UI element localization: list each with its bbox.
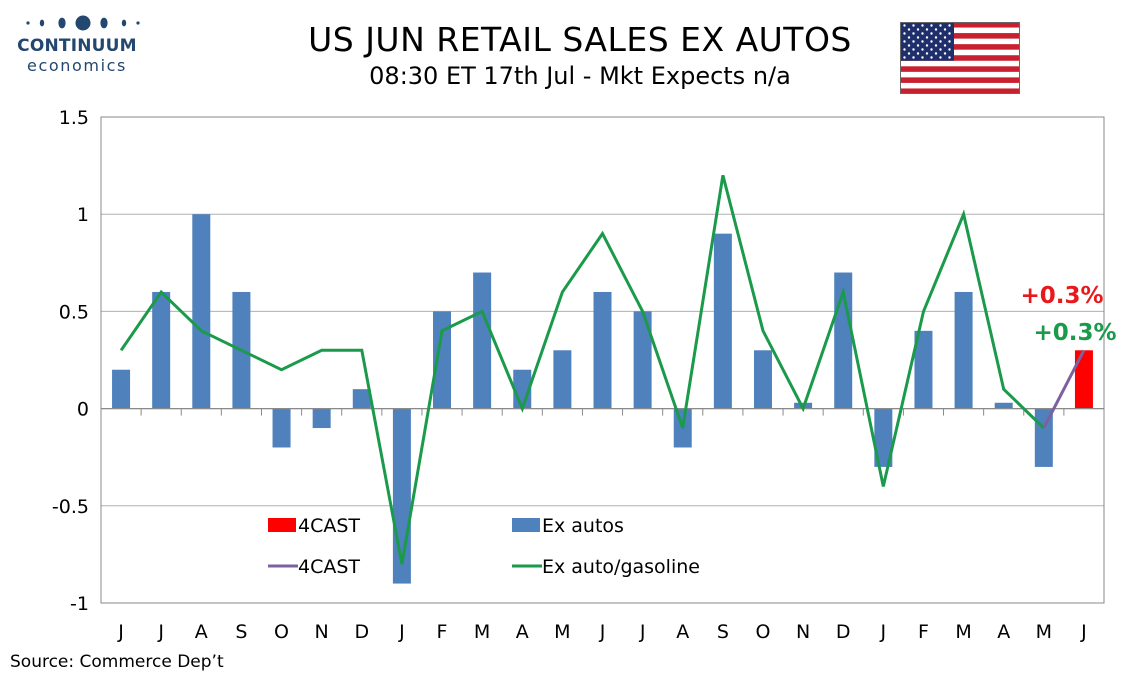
x-tick-label: J [117,621,124,643]
bar [433,311,452,409]
bar [473,272,492,409]
bar [914,330,933,409]
x-tick-label: N [796,621,810,643]
forecast-line [1042,349,1086,429]
logo-dots-icon [26,15,140,31]
x-tick-label: O [755,621,770,643]
x-tick-label: A [676,621,689,643]
y-tick-label: 0 [77,399,89,421]
x-tick-label: F [918,621,929,643]
bar [753,350,772,409]
y-tick-label: 1.5 [59,107,89,129]
forecast-callout: +0.3% [1033,320,1116,346]
bar [553,350,572,409]
chart-subtitle: 08:30 ET 17th Jul - Mkt Expects n/a [369,62,791,90]
x-tick-label: J [639,621,646,643]
x-tick-label: M [554,621,570,643]
plot-border [100,116,1105,604]
x-tick-label: O [274,621,289,643]
line-series [119,174,1086,565]
legend-label: 4CAST [298,556,360,578]
forecast-bar [1074,350,1093,409]
bar [954,291,973,409]
x-tick-label: J [599,621,606,643]
bar [312,408,331,429]
y-tick-label: 0.5 [59,301,89,323]
callouts: +0.3% +0.3% [1020,283,1116,346]
us-flag-icon [900,22,1020,94]
x-tick-label: A [195,621,208,643]
x-tick-label: N [315,621,329,643]
x-tick-label: D [836,621,851,643]
y-tick-label: -0.5 [52,496,89,518]
legend-label: Ex autos [542,515,624,537]
x-tick-label: M [1036,621,1052,643]
legend-swatch [268,518,296,532]
logo-name: CONTINUUM [17,36,137,56]
bar [152,291,171,409]
x-tick-label: A [997,621,1010,643]
chart-title: US JUN RETAIL SALES EX AUTOS [308,20,852,59]
bar [633,311,652,409]
legend: 4CAST Ex autos 4CAST Ex auto/gasoline [268,515,700,578]
bar [994,402,1013,409]
series-line [119,174,1045,565]
source-note: Source: Commerce Dep’t [10,652,224,672]
y-tick-label: 1 [77,204,89,226]
x-tick-label: M [474,621,490,643]
y-tick-label: -1 [70,593,89,615]
bar [874,408,893,467]
x-tick-label: M [955,621,971,643]
x-tick-label: J [157,621,164,643]
forecast-callout: +0.3% [1020,283,1103,309]
tick-labels: 1.5 1 0.5 0 -0.5 -1 J J A S O N D J F M A M J J A S O N D J F M A M J [52,107,1087,643]
axes [100,116,1105,604]
legend-swatch [512,518,540,532]
legend-label: Ex auto/gasoline [542,556,700,578]
x-tick-label: A [516,621,529,643]
bar [352,389,371,409]
bar [112,369,131,409]
logo-subtitle: economics [27,56,127,75]
x-tick-label: J [880,621,887,643]
x-tick-label: F [437,621,448,643]
bar [713,233,732,409]
x-tick-label: S [717,621,729,643]
bar [192,214,211,409]
x-tick-label: S [235,621,247,643]
legend-label: 4CAST [298,515,360,537]
bar [272,408,291,448]
continuum-logo: CONTINUUM economics [12,14,142,76]
x-tick-label: J [1080,621,1087,643]
x-tick-label: J [398,621,405,643]
bar [593,291,612,409]
x-tick-label: D [354,621,369,643]
